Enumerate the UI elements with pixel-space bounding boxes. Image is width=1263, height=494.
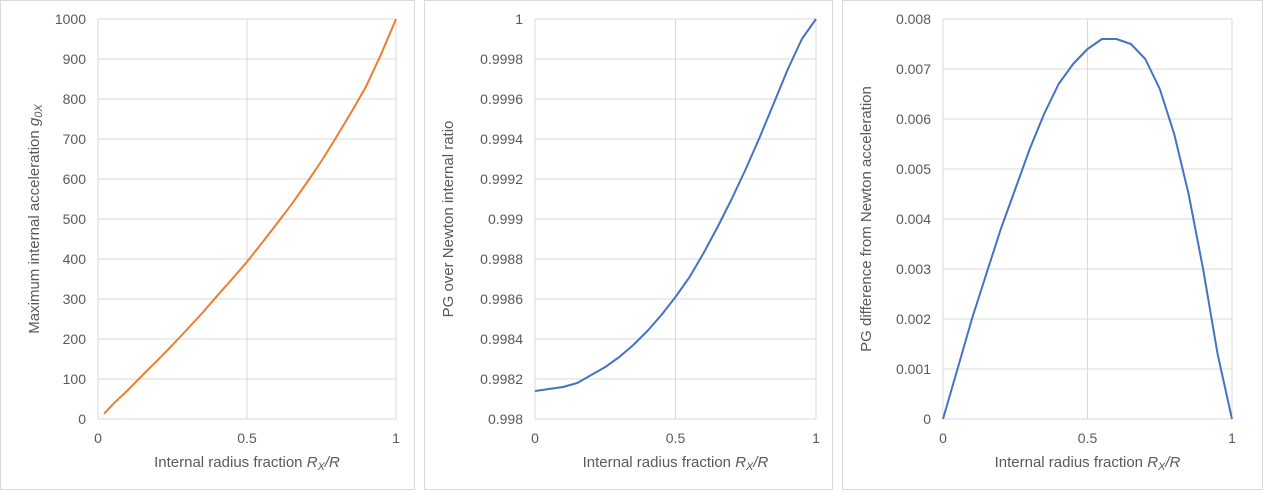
- y-tick-label: 0: [923, 411, 931, 427]
- y-tick-label: 200: [63, 331, 87, 347]
- y-tick-label: 0: [78, 411, 86, 427]
- y-axis-label: PG difference from Newton acceleration: [858, 86, 875, 352]
- y-tick-label: 0.998: [488, 411, 523, 427]
- y-tick-label: 100: [63, 371, 87, 387]
- y-tick-label: 1: [515, 11, 523, 27]
- y-tick-label: 0.006: [896, 111, 931, 127]
- y-tick-label: 0.9984: [480, 331, 523, 347]
- x-tick-label: 1: [392, 430, 400, 446]
- x-axis-label: Internal radius fraction RX/R: [154, 454, 340, 473]
- x-tick-label: 1: [812, 430, 820, 446]
- chart-panel-acceleration: 0 100 200 300 400 500 600 700 800 900 1000 0 0.5 1 Int…: [0, 0, 415, 490]
- chart-panel-ratio: 0.998 0.9982 0.9984 0.9986 0.9988 0.999 0.9992…: [424, 0, 833, 490]
- y-tick-label: 400: [63, 251, 87, 267]
- x-tick-label: 0.5: [666, 430, 686, 446]
- y-axis-label: PG over Newton internal ratio: [440, 121, 457, 318]
- y-tick-label: 0.9992: [480, 171, 523, 187]
- series-line: [103, 18, 397, 415]
- chart-acceleration-svg: 0 100 200 300 400 500 600 700 800 900 1000 0 0.5 1 Int…: [26, 11, 400, 473]
- y-tick-label: 0.002: [896, 311, 931, 327]
- chart-difference-svg: 0 0.001 0.002 0.003 0.004 0.005 0.006 0.007 0.00…: [858, 11, 1236, 473]
- y-tick-label: 0.004: [896, 211, 931, 227]
- chart-ratio-svg: 0.998 0.9982 0.9984 0.9986 0.9988 0.999 0.9992…: [440, 11, 820, 473]
- y-tick-label: 0.001: [896, 361, 931, 377]
- y-tick-label: 0.9986: [480, 291, 523, 307]
- chart-panel-difference: 0 0.001 0.002 0.003 0.004 0.005 0.006 0.007 0.00…: [842, 0, 1263, 490]
- x-tick-label: 1: [1228, 430, 1236, 446]
- y-tick-label: 300: [63, 291, 87, 307]
- x-tick-label: 0: [531, 430, 539, 446]
- y-tick-label: 0.003: [896, 261, 931, 277]
- y-tick-label: 0.9988: [480, 251, 523, 267]
- series-line: [534, 18, 817, 392]
- x-tick-label: 0.5: [1078, 430, 1098, 446]
- y-tick-label: 0.007: [896, 61, 931, 77]
- y-tick-label: 500: [63, 211, 87, 227]
- x-tick-label: 0.5: [237, 430, 257, 446]
- x-axis-label: Internal radius fraction RX/R: [583, 454, 769, 473]
- y-tick-label: 0.9996: [480, 91, 523, 107]
- y-axis-label: Maximum internal acceleration g0X: [26, 104, 45, 334]
- y-tick-label: 0.9982: [480, 371, 523, 387]
- y-tick-label: 0.999: [488, 211, 523, 227]
- y-tick-label: 0.9998: [480, 51, 523, 67]
- y-tick-label: 0.005: [896, 161, 931, 177]
- y-tick-label: 700: [63, 131, 87, 147]
- y-tick-label: 0.9994: [480, 131, 523, 147]
- y-tick-label: 0.008: [896, 11, 931, 27]
- x-tick-label: 0: [939, 430, 947, 446]
- y-tick-label: 1000: [55, 11, 86, 27]
- y-tick-label: 800: [63, 91, 87, 107]
- y-tick-label: 900: [63, 51, 87, 67]
- x-tick-label: 0: [94, 430, 102, 446]
- series-line: [942, 38, 1233, 420]
- x-axis-label: Internal radius fraction RX/R: [995, 454, 1181, 473]
- y-tick-label: 600: [63, 171, 87, 187]
